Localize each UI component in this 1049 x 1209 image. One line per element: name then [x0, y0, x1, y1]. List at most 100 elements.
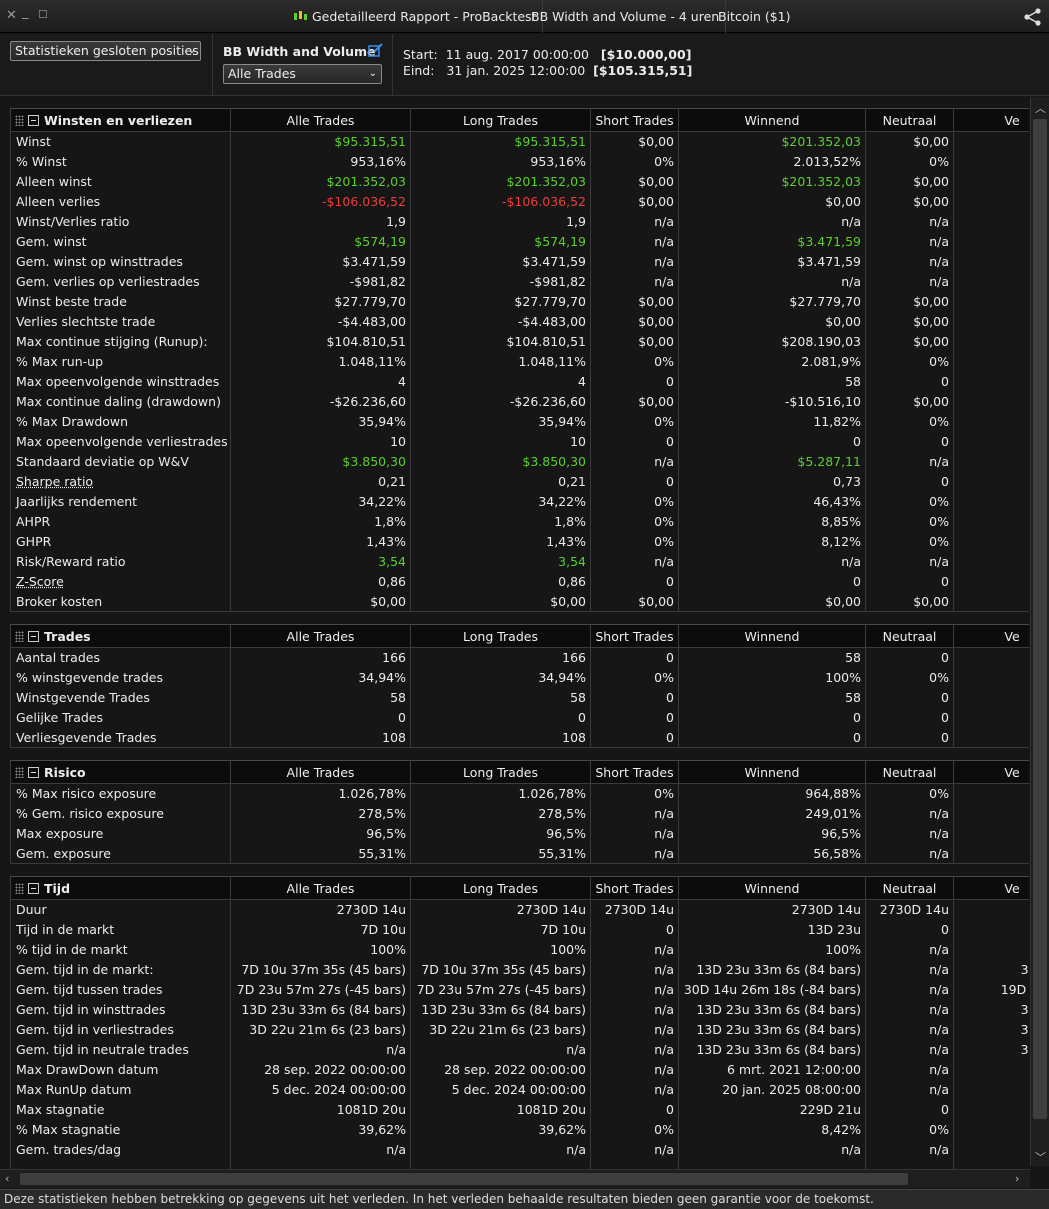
table-cell: $27.779,70	[230, 291, 411, 312]
section-title[interactable]: Trades	[10, 624, 231, 648]
table-cell: 0%	[865, 667, 954, 688]
table-cell: $201.352,03	[230, 171, 411, 192]
table-cell: 35,94%	[230, 411, 411, 432]
table-row: Gem. exposure 55,31% 55,31% n/a 56,58% n/a	[10, 843, 1029, 864]
table-cell: 1081D 20u	[230, 1099, 411, 1120]
table-row: Max exposure 96,5% 96,5% n/a 96,5% n/a	[10, 823, 1029, 844]
scroll-right-icon[interactable]: ›	[1015, 1172, 1020, 1185]
column-header[interactable]: Short Trades	[590, 624, 679, 648]
table-cell: 0,21	[410, 471, 591, 492]
column-header[interactable]: Alle Trades	[230, 876, 411, 900]
row-label[interactable]: Z-Score	[10, 571, 231, 592]
table-cell: n/a	[865, 1079, 954, 1100]
collapse-icon[interactable]	[28, 630, 39, 642]
column-header[interactable]: Ve	[953, 760, 1029, 784]
row-label: Gem. tijd in de markt:	[10, 959, 231, 980]
end-value: [$105.315,51]	[593, 63, 693, 78]
table-cell: n/a	[590, 451, 679, 472]
column-header[interactable]: Alle Trades	[230, 624, 411, 648]
drag-handle-icon[interactable]	[15, 630, 24, 642]
drag-handle-icon[interactable]	[15, 882, 24, 894]
table-cell: 0	[590, 571, 679, 592]
scroll-left-icon[interactable]: ‹	[5, 1172, 10, 1185]
column-header[interactable]: Neutraal	[865, 108, 954, 132]
row-label: % Max risico exposure	[10, 783, 231, 804]
close-icon[interactable]: ✕	[6, 8, 17, 23]
table-cell	[953, 231, 1029, 252]
table-row: Gelijke Trades 0 0 0 0 0	[10, 707, 1029, 728]
column-header[interactable]: Short Trades	[590, 760, 679, 784]
row-label: Alleen verlies	[10, 191, 231, 212]
table-cell	[953, 271, 1029, 292]
table-row: Alleen winst $201.352,03 $201.352,03 $0,00 $…	[10, 171, 1029, 192]
column-header[interactable]: Alle Trades	[230, 108, 411, 132]
column-header[interactable]: Long Trades	[410, 760, 591, 784]
scroll-up-icon[interactable]: ︿	[1035, 102, 1046, 115]
trades-filter-select[interactable]: Alle Trades ⌄	[223, 64, 382, 84]
table-cell: n/a	[865, 1059, 954, 1080]
table-cell: n/a	[590, 979, 679, 1000]
share-icon[interactable]	[1023, 7, 1043, 27]
edit-icon[interactable]	[368, 42, 384, 58]
collapse-icon[interactable]	[28, 114, 39, 126]
statistics-type-value: Statistieken gesloten posities	[15, 43, 199, 58]
column-header[interactable]: Alle Trades	[230, 760, 411, 784]
table-cell: 100%	[230, 939, 411, 960]
scroll-thumb[interactable]	[20, 1173, 908, 1185]
column-header[interactable]: Neutraal	[865, 624, 954, 648]
table-cell: 19D 0u 15	[953, 979, 1029, 1000]
table-cell: 0%	[865, 783, 954, 804]
table-cell	[953, 591, 1029, 612]
section-title[interactable]: Tijd	[10, 876, 231, 900]
collapse-icon[interactable]	[28, 882, 39, 894]
table-cell: 8,85%	[678, 511, 866, 532]
column-header[interactable]: Winnend	[678, 876, 866, 900]
column-header[interactable]: Ve	[953, 624, 1029, 648]
table-cell: 0	[590, 707, 679, 728]
statistics-type-select[interactable]: Statistieken gesloten posities ⌄	[10, 41, 201, 61]
section-title[interactable]: Winsten en verliezen	[10, 108, 231, 132]
column-header[interactable]: Long Trades	[410, 876, 591, 900]
column-header[interactable]: Winnend	[678, 760, 866, 784]
table-cell: 34,94%	[410, 667, 591, 688]
table-cell: 7D 10u	[230, 919, 411, 940]
drag-handle-icon[interactable]	[15, 114, 24, 126]
column-header[interactable]: Short Trades	[590, 108, 679, 132]
column-header[interactable]: Short Trades	[590, 876, 679, 900]
table-cell: $0,00	[590, 311, 679, 332]
column-header[interactable]: Winnend	[678, 108, 866, 132]
scroll-down-icon[interactable]: ﹀	[1035, 1151, 1046, 1164]
row-label: Gem. winst	[10, 231, 231, 252]
column-header[interactable]: Ve	[953, 108, 1029, 132]
section-title-text: Risico	[44, 764, 86, 780]
table-cell	[953, 1119, 1029, 1140]
maximize-icon[interactable]: ☐	[38, 8, 48, 21]
trades-filter-value: Alle Trades	[228, 66, 296, 81]
vertical-scrollbar[interactable]: ︿ ﹀	[1030, 97, 1049, 1166]
end-label: Eind:	[403, 63, 435, 78]
minimize-icon[interactable]: _	[22, 5, 29, 20]
table-cell: $95.315,51	[410, 131, 591, 152]
table-cell	[953, 803, 1029, 824]
column-header[interactable]: Neutraal	[865, 760, 954, 784]
section-title[interactable]: Risico	[10, 760, 231, 784]
table-cell: 0,21	[230, 471, 411, 492]
column-header[interactable]: Long Trades	[410, 624, 591, 648]
column-header[interactable]: Long Trades	[410, 108, 591, 132]
row-label[interactable]: Sharpe ratio	[10, 471, 231, 492]
table-row: Winstgevende Trades 58 58 0 58 0	[10, 687, 1029, 708]
drag-handle-icon[interactable]	[15, 766, 24, 778]
report-header: Statistieken gesloten posities ⌄ BB Width…	[0, 34, 1049, 96]
table-row: % Max stagnatie 39,62% 39,62% 0% 8,42% 0%	[10, 1119, 1029, 1140]
table-cell: 108	[230, 727, 411, 748]
collapse-icon[interactable]	[28, 766, 39, 778]
table-row: % Gem. risico exposure 278,5% 278,5% n/a 249…	[10, 803, 1029, 824]
column-header[interactable]: Ve	[953, 876, 1029, 900]
table-cell	[953, 391, 1029, 412]
table-cell: $3.471,59	[678, 251, 866, 272]
scroll-thumb[interactable]	[1033, 119, 1047, 1119]
column-header[interactable]: Neutraal	[865, 876, 954, 900]
horizontal-scrollbar[interactable]: ‹ ›	[0, 1169, 1030, 1188]
table-cell: 28 sep. 2022 00:00:00	[410, 1059, 591, 1080]
column-header[interactable]: Winnend	[678, 624, 866, 648]
